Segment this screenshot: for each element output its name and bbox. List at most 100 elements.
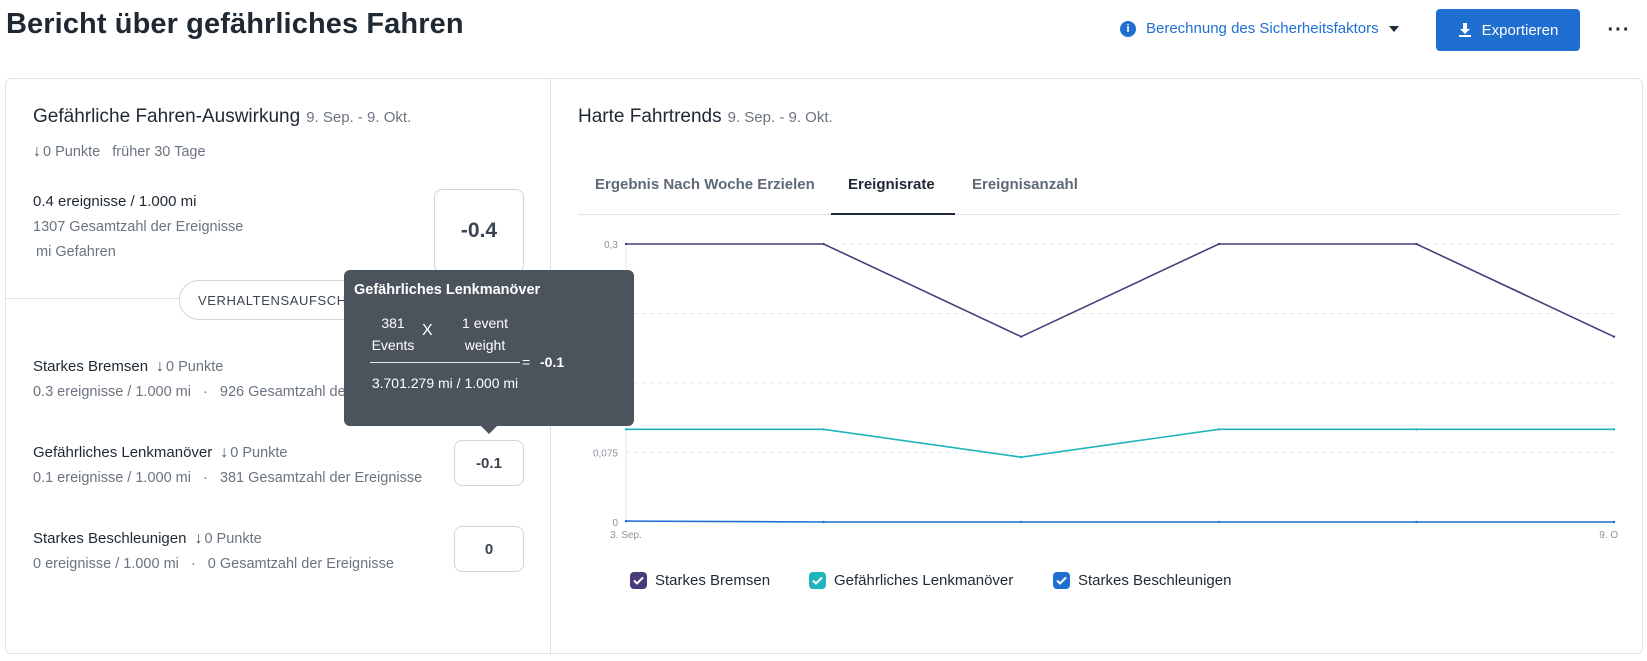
behavior-points: 0 Punkte <box>204 531 262 547</box>
data-point <box>1217 428 1220 431</box>
data-point <box>822 520 825 524</box>
trends-title-row: Harte Fahrtrends 9. Sep. - 9. Okt. <box>578 106 833 128</box>
impact-total: 1307 Gesamtzahl der Ereignisse <box>33 219 244 235</box>
impact-prior: früher 30 Tage <box>112 144 206 160</box>
tooltip-fraction-line <box>370 362 520 363</box>
checkbox-checked-icon <box>809 572 826 589</box>
x-tick-label: 9. Okt. <box>1599 530 1618 541</box>
data-point <box>1217 520 1220 524</box>
trends-range: 9. Sep. - 9. Okt. <box>727 109 833 126</box>
data-point <box>1020 520 1023 524</box>
export-label: Exportieren <box>1481 21 1559 39</box>
behavior-rate: 0.1 ereignisse / 1.000 mi <box>33 470 191 486</box>
dot-separator: · <box>190 556 196 572</box>
data-point <box>624 242 628 246</box>
behavior-row-harsh-braking: Starkes Bremsen ↓ 0 Punkte <box>33 358 223 376</box>
series-line-1 <box>626 243 1615 338</box>
dot-separator: · <box>203 384 208 400</box>
score-tooltip: Gefährliches Lenkmanöver 381 Events X 1 … <box>344 270 634 434</box>
impact-range: 9. Sep. - 9. Okt. <box>306 109 412 126</box>
impact-title-row: Gefährliche Fahren-Auswirkung 9. Sep. - 9… <box>33 106 411 128</box>
behavior-row-harsh-accel: Starkes Beschleunigen ↓ 0 Punkte <box>33 530 262 548</box>
tooltip-equals: = <box>522 354 531 370</box>
tooltip-result: -0.1 <box>540 354 565 370</box>
trends-title: Harte Fahrtrends <box>578 106 722 127</box>
tab-score-by-week[interactable]: Ergebnis Nach Woche Erzielen <box>595 176 815 193</box>
x-tick-label: 3. Sep. <box>610 530 642 541</box>
arrow-down-icon: ↓ <box>194 530 203 547</box>
legend-item-harsh-turn[interactable]: Gefährliches Lenkmanöver <box>809 572 1013 589</box>
data-point <box>1612 520 1616 524</box>
arrow-down-icon: ↓ <box>156 358 165 375</box>
behavior-name: Starkes Bremsen <box>33 358 149 375</box>
behavior-rate: 0 ereignisse / 1.000 mi <box>33 556 179 572</box>
tooltip-title: Gefährliches Lenkmanöver <box>354 282 541 298</box>
info-icon: i <box>1120 20 1136 37</box>
data-point <box>822 428 825 431</box>
behavior-points: 0 Punkte <box>230 445 288 461</box>
impact-title: Gefährliche Fahren-Auswirkung <box>33 106 301 127</box>
tooltip-weight-num: 1 event <box>462 315 508 331</box>
dot-separator: · <box>203 470 208 486</box>
legend-label: Gefährliches Lenkmanöver <box>834 572 1014 589</box>
impact-miles: mi Gefahren <box>36 244 116 260</box>
data-point <box>624 519 628 523</box>
legend-label: Starkes Beschleunigen <box>1078 572 1232 589</box>
behavior-points: 0 Punkte <box>166 359 224 375</box>
behavior-name: Gefährliches Lenkmanöver <box>33 444 213 461</box>
data-point <box>1020 455 1023 459</box>
export-button[interactable]: Exportieren <box>1436 9 1580 51</box>
more-options-button[interactable]: ··· <box>1607 18 1631 41</box>
safety-score-calc-label: Berechnung des Sicherheitsfaktors <box>1146 20 1379 37</box>
impact-points-row: ↓ 0 Punkte früher 30 Tage <box>33 143 206 161</box>
tooltip-weight: 1 event weight <box>444 312 526 356</box>
tab-event-count[interactable]: Ereignisanzahl <box>972 176 1078 193</box>
data-point <box>1612 428 1616 431</box>
active-tab-indicator <box>831 213 955 215</box>
behavior-name: Starkes Beschleunigen <box>33 530 187 547</box>
behavior-total: 0 Gesamtzahl der Ereignisse <box>207 556 394 572</box>
data-point <box>1020 335 1023 338</box>
legend-label: Starkes Bremsen <box>655 572 771 589</box>
safety-score-calc-link[interactable]: i Berechnung des Sicherheitsfaktors <box>1120 20 1399 37</box>
data-point <box>1415 428 1418 431</box>
series-line-3 <box>625 520 1614 523</box>
data-point <box>1415 520 1418 524</box>
checkbox-checked-icon <box>630 572 647 589</box>
tabs-baseline <box>578 214 1620 215</box>
data-point <box>1217 242 1220 246</box>
tooltip-denominator: 3.701.279 mi / 1.000 mi <box>371 375 519 391</box>
tab-event-rate[interactable]: Ereignisrate <box>848 176 935 193</box>
behavior-score-box[interactable]: 0 <box>454 526 524 572</box>
data-point <box>822 242 825 246</box>
impact-score-box: -0.4 <box>434 189 524 273</box>
behavior-row-harsh-turn: Gefährliches Lenkmanöver ↓ 0 Punkte <box>33 444 288 462</box>
page-title: Bericht über gefährliches Fahren <box>6 8 464 40</box>
data-point <box>1612 335 1616 338</box>
y-tick-label: 0 <box>612 518 618 529</box>
arrow-down-icon: ↓ <box>220 444 229 461</box>
behavior-total: 381 Gesamtzahl der Ereignisse <box>219 470 423 486</box>
y-tick-label: 0,3 <box>604 240 618 251</box>
tooltip-events-label: Events <box>371 337 415 353</box>
behavior-score-box[interactable]: -0.1 <box>454 440 524 486</box>
tooltip-weight-label: weight <box>464 337 506 353</box>
data-point <box>1415 242 1418 246</box>
behavior-rate-row: 0.1 ereignisse / 1.000 mi · 381 Gesamtza… <box>33 470 422 486</box>
behavior-rate-row: 0 ereignisse / 1.000 mi · 0 Gesamtzahl d… <box>33 556 394 572</box>
tooltip-times: X <box>422 322 433 339</box>
series-line-2 <box>626 428 1614 458</box>
report-card <box>5 78 1643 654</box>
impact-rate: 0.4 ereignisse / 1.000 mi <box>33 193 197 210</box>
arrow-down-icon: ↓ <box>33 143 41 160</box>
data-point <box>624 428 628 431</box>
caret-down-icon <box>1388 25 1399 32</box>
trend-line-chart: 0,3 0,075 03. Sep. 9. Okt. <box>593 240 1618 541</box>
impact-points: 0 Punkte <box>43 144 101 160</box>
behavior-rate: 0.3 ereignisse / 1.000 mi <box>33 384 191 400</box>
download-icon <box>1458 23 1471 37</box>
legend-item-harsh-accel[interactable]: Starkes Beschleunigen <box>1053 572 1231 589</box>
tooltip-events-num: 381 <box>381 315 405 331</box>
legend-item-harsh-braking[interactable]: Starkes Bremsen <box>630 572 770 589</box>
tooltip-events: 381 Events <box>362 312 424 356</box>
